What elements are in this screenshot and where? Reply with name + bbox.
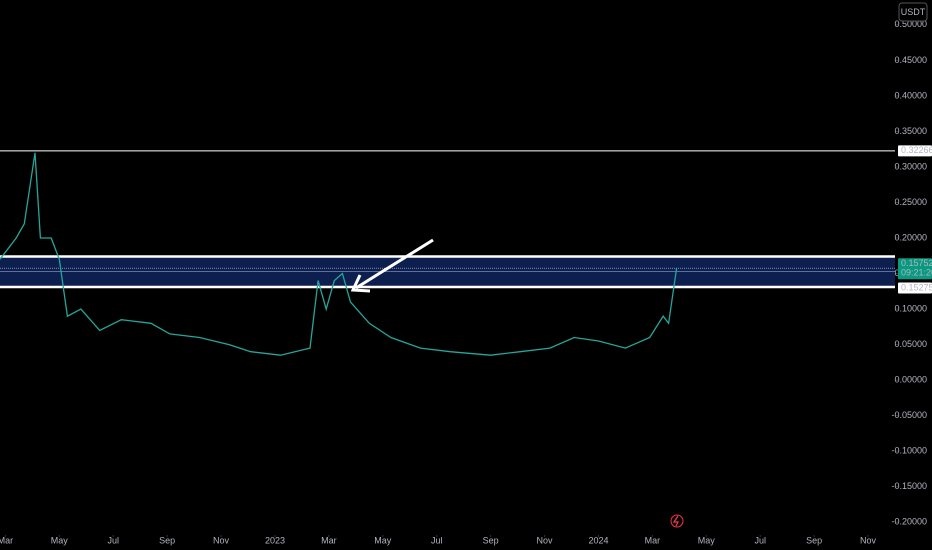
y-tick-label: -0.05000: [891, 410, 927, 420]
x-tick-label: 2024: [588, 535, 608, 545]
plot: -0.20000 -0.15000 -0.10000 -0.05000 0.00000 0…: [0, 19, 932, 545]
x-tick-label: Sep: [159, 535, 175, 545]
y-tick-label: 0.00000: [894, 374, 927, 384]
x-tick-label: Jul: [107, 535, 119, 545]
y-tick-label: 0.05000: [894, 339, 927, 349]
x-tick-label: Sep: [806, 535, 822, 545]
zone-price-label-box: [898, 282, 932, 294]
price-line: [0, 152, 678, 356]
currency: USDT: [901, 7, 926, 17]
x-tick-label: May: [374, 535, 392, 545]
x-tick-label: Jul: [431, 535, 443, 545]
y-tick-label: 0.30000: [894, 161, 927, 171]
x-tick-label: Mar: [0, 535, 13, 545]
y-tick-label: 0.45000: [894, 55, 927, 65]
x-tick-label: Jul: [754, 535, 766, 545]
y-tick-label: 0.50000: [894, 19, 927, 29]
y-tick-label: 0.10000: [894, 303, 927, 313]
x-tick-label: Sep: [483, 535, 499, 545]
y-tick-label: -0.10000: [891, 446, 927, 456]
event-icon[interactable]: [670, 514, 684, 528]
y-tick-label: 0.40000: [894, 90, 927, 100]
level-label: 0.32266: [901, 145, 932, 155]
event-bolt: [672, 515, 680, 527]
x-tick-label: 2023: [265, 535, 285, 545]
y-tick-label: -0.20000: [891, 517, 927, 527]
x-tick-label: Nov: [213, 535, 230, 545]
x-tick-label: Nov: [537, 535, 554, 545]
x-tick-label: Nov: [860, 535, 877, 545]
x-tick-label: Mar: [321, 535, 337, 545]
last-price-label: 0.15752: [901, 258, 932, 268]
x-tick-label: May: [51, 535, 69, 545]
arrow: [355, 238, 434, 290]
y-tick-label: 0.20000: [894, 232, 927, 242]
countdown-label: 09:21:20: [901, 268, 932, 278]
currency-badge[interactable]: [898, 2, 928, 22]
y-tick-label: -0.15000: [891, 481, 927, 491]
y-tick-label: 0.25000: [894, 197, 927, 207]
x-tick-label: Mar: [645, 535, 661, 545]
zone-price-label: 0.15275: [901, 282, 932, 292]
x-tick-label: May: [698, 535, 716, 545]
arrow-head: [350, 274, 371, 293]
last-price-box: [898, 258, 932, 280]
y-tick-label: 0.35000: [894, 126, 927, 136]
level-label-box: [898, 145, 932, 157]
